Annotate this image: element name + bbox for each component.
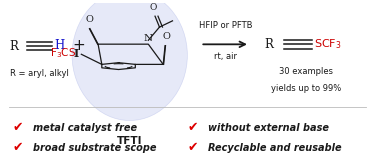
Text: ✔: ✔ <box>187 121 198 134</box>
Text: ✔: ✔ <box>12 141 23 154</box>
Text: N: N <box>144 34 153 43</box>
Ellipse shape <box>72 0 187 120</box>
Text: R = aryl, alkyl: R = aryl, alkyl <box>9 69 68 78</box>
Text: I: I <box>73 48 78 59</box>
Text: without external base: without external base <box>208 123 329 132</box>
Text: O: O <box>86 15 94 24</box>
Text: 30 examples: 30 examples <box>279 67 333 76</box>
Text: +: + <box>72 38 85 53</box>
Text: H: H <box>54 39 65 52</box>
Text: R: R <box>265 38 274 51</box>
Text: broad substrate scope: broad substrate scope <box>33 143 156 153</box>
Text: rt, air: rt, air <box>214 52 237 61</box>
Text: yields up to 99%: yields up to 99% <box>271 84 341 93</box>
Text: O: O <box>149 3 157 12</box>
Text: TFTI: TFTI <box>117 136 143 146</box>
Text: $\mathsf{F_3CS}$: $\mathsf{F_3CS}$ <box>50 47 76 60</box>
Text: Recyclable and reusable: Recyclable and reusable <box>208 143 341 153</box>
Text: ✔: ✔ <box>12 121 23 134</box>
Text: R: R <box>9 40 19 53</box>
Text: metal catalyst free: metal catalyst free <box>33 123 137 132</box>
Text: ✔: ✔ <box>187 141 198 154</box>
Text: O: O <box>163 32 171 41</box>
Text: $\mathsf{SCF_3}$: $\mathsf{SCF_3}$ <box>314 37 342 51</box>
Text: HFIP or PFTB: HFIP or PFTB <box>198 21 252 30</box>
